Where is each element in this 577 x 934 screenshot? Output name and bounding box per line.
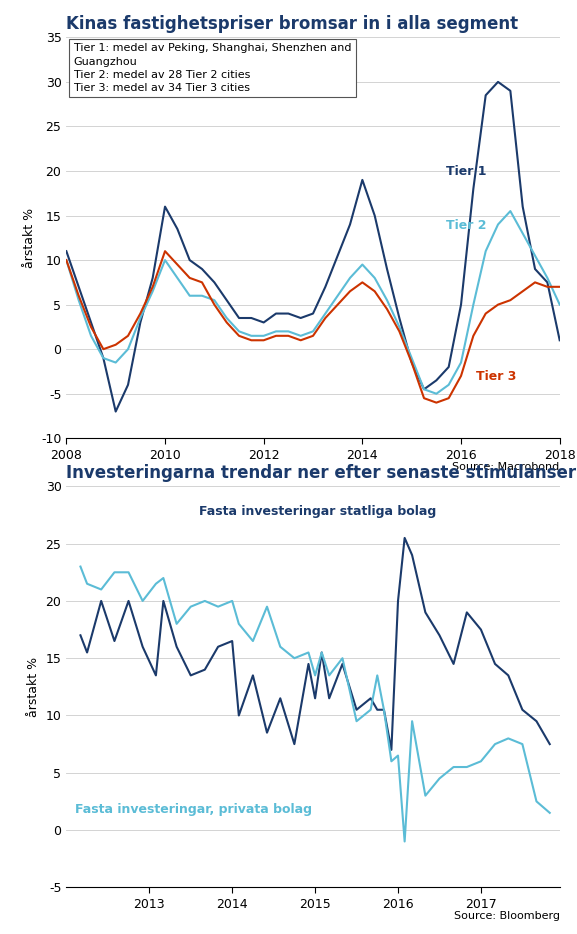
- Text: Investeringarna trendar ner efter senaste stimulanserna: Investeringarna trendar ner efter senast…: [66, 464, 577, 482]
- Text: Tier 3: Tier 3: [476, 371, 516, 383]
- Text: Kinas fastighetspriser bromsar in i alla segment: Kinas fastighetspriser bromsar in i alla…: [66, 15, 519, 33]
- Text: Tier 1: Tier 1: [446, 165, 487, 178]
- Text: Fasta investeringar, privata bolag: Fasta investeringar, privata bolag: [74, 803, 312, 815]
- Text: Fasta investeringar statliga bolag: Fasta investeringar statliga bolag: [199, 505, 436, 518]
- Text: Source: Macrobond: Source: Macrobond: [452, 462, 560, 473]
- Y-axis label: årstakt %: årstakt %: [27, 657, 40, 717]
- Text: Tier 2: Tier 2: [446, 219, 487, 232]
- Y-axis label: årstakt %: årstakt %: [23, 207, 36, 268]
- Text: Source: Bloomberg: Source: Bloomberg: [454, 912, 560, 921]
- Text: Tier 1: medel av Peking, Shanghai, Shenzhen and
Guangzhou
Tier 2: medel av 28 Ti: Tier 1: medel av Peking, Shanghai, Shenz…: [74, 43, 351, 93]
